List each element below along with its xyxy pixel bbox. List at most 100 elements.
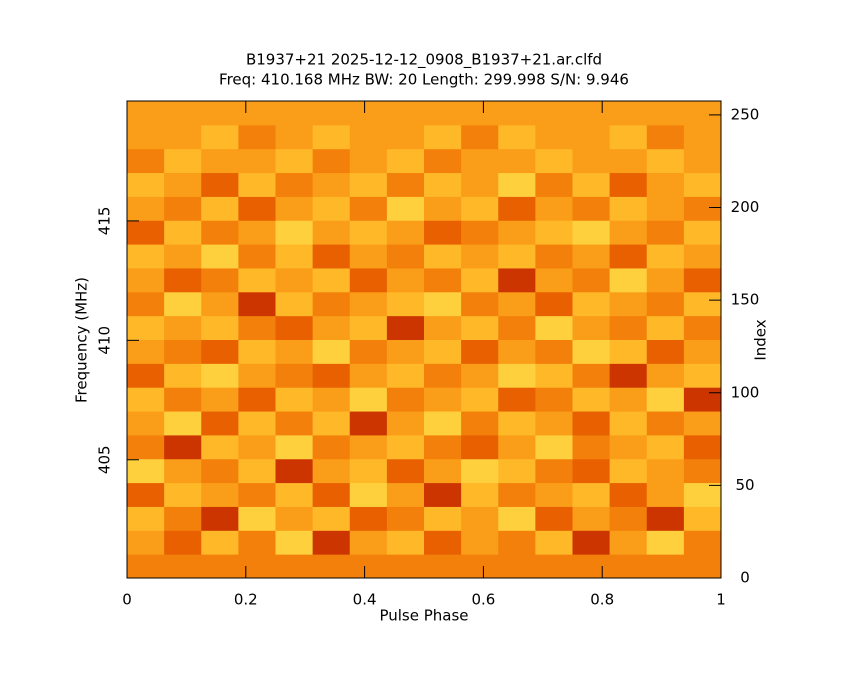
heatmap-cell (164, 315, 202, 340)
heatmap-cell (349, 387, 388, 412)
heatmap-cell (572, 506, 611, 531)
heatmap-cell (461, 315, 499, 340)
heatmap-cell (424, 482, 462, 507)
heatmap-cell (127, 101, 165, 126)
heatmap-cell (386, 220, 425, 245)
heatmap-cell (461, 244, 499, 269)
heatmap-cell (201, 315, 239, 340)
heatmap-cell (683, 554, 722, 579)
x-tick-label: 0.4 (353, 591, 377, 609)
heatmap-cell (349, 482, 388, 507)
heatmap-cell (609, 363, 648, 388)
heatmap-cell (424, 101, 462, 126)
heatmap-cell (275, 339, 314, 364)
heatmap-cell (127, 244, 165, 269)
heatmap-cell (349, 244, 388, 269)
heatmap-cell (349, 506, 388, 531)
heatmap-cell (535, 530, 573, 555)
heatmap-cell (312, 530, 351, 555)
heatmap-cell (201, 530, 239, 555)
heatmap-cell (349, 339, 388, 364)
heatmap-cell (535, 291, 573, 317)
heatmap-cell (461, 339, 499, 364)
heatmap-cell (238, 172, 276, 197)
heatmap-cell (535, 387, 573, 412)
chart-subtitle: Freq: 410.168 MHz BW: 20 Length: 299.998… (219, 71, 629, 89)
x-tick-label: 0.6 (471, 591, 495, 609)
heatmap-cell (349, 363, 388, 388)
heatmap-cell (349, 458, 388, 484)
heatmap-cell (461, 267, 499, 293)
heatmap-cell (127, 363, 165, 388)
heatmap-cell (127, 267, 165, 293)
heatmap-cell (424, 315, 462, 340)
heatmap-cell (683, 148, 722, 174)
heatmap-cell (498, 339, 536, 364)
heatmap-cell (609, 196, 648, 221)
heatmap-cell (498, 458, 536, 484)
heatmap-cell (349, 220, 388, 245)
heatmap-cell (349, 530, 388, 555)
heatmap-cell (386, 411, 425, 436)
heatmap-cell (275, 220, 314, 245)
heatmap-cell (386, 506, 425, 531)
heatmap-cell (275, 148, 314, 174)
heatmap-cell (238, 339, 276, 364)
heatmap-cell (238, 506, 276, 531)
heatmap-cell (498, 482, 536, 507)
heatmap-cell (238, 434, 276, 460)
heatmap-cell (535, 172, 573, 197)
heatmap-cell (201, 172, 239, 197)
heatmap-cell (275, 458, 314, 484)
heatmap-cell (683, 291, 722, 317)
heatmap-cell (609, 387, 648, 412)
heatmap-cell (127, 220, 165, 245)
heatmap-cell (609, 411, 648, 436)
heatmap-cell (609, 530, 648, 555)
y2-tick-label: 150 (731, 291, 760, 309)
heatmap-cell (238, 530, 276, 555)
heatmap-cell (201, 387, 239, 412)
heatmap-cell (275, 101, 314, 126)
heatmap-cell (683, 434, 722, 460)
heatmap-cell (312, 267, 351, 293)
heatmap-cell (312, 339, 351, 364)
heatmap-cell (386, 315, 425, 340)
heatmap-cell (609, 267, 648, 293)
heatmap-cell (312, 244, 351, 269)
heatmap-cell (683, 172, 722, 197)
heatmap-cell (127, 530, 165, 555)
heatmap-cell (349, 196, 388, 221)
heatmap-cell (461, 434, 499, 460)
heatmap-cell (461, 482, 499, 507)
heatmap-cell (312, 411, 351, 436)
heatmap-cell (275, 506, 314, 531)
heatmap-cell (164, 267, 202, 293)
heatmap-cell (572, 482, 611, 507)
heatmap-cell (201, 434, 239, 460)
heatmap-cell (498, 101, 536, 126)
heatmap-cell (424, 387, 462, 412)
heatmap-cell (646, 196, 685, 221)
heatmap-cell (312, 124, 351, 150)
heatmap-cell (646, 363, 685, 388)
heatmap-cell (461, 148, 499, 174)
heatmap-cell (164, 196, 202, 221)
heatmap-cell (424, 148, 462, 174)
heatmap-cell (461, 506, 499, 531)
heatmap-cell (572, 101, 611, 126)
y2-tick-label: 250 (731, 105, 760, 123)
heatmap-cell (683, 506, 722, 531)
heatmap-cell (164, 172, 202, 197)
heatmap-cell (349, 124, 388, 150)
heatmap-cell (386, 196, 425, 221)
heatmap-cell (683, 244, 722, 269)
heatmap-cell (275, 172, 314, 197)
heatmap-cell (646, 172, 685, 197)
heatmap-cell (424, 530, 462, 555)
heatmap-cell (164, 434, 202, 460)
heatmap-cell (127, 172, 165, 197)
heatmap-cell (572, 291, 611, 317)
heatmap-cell (461, 387, 499, 412)
heatmap-cell (424, 220, 462, 245)
